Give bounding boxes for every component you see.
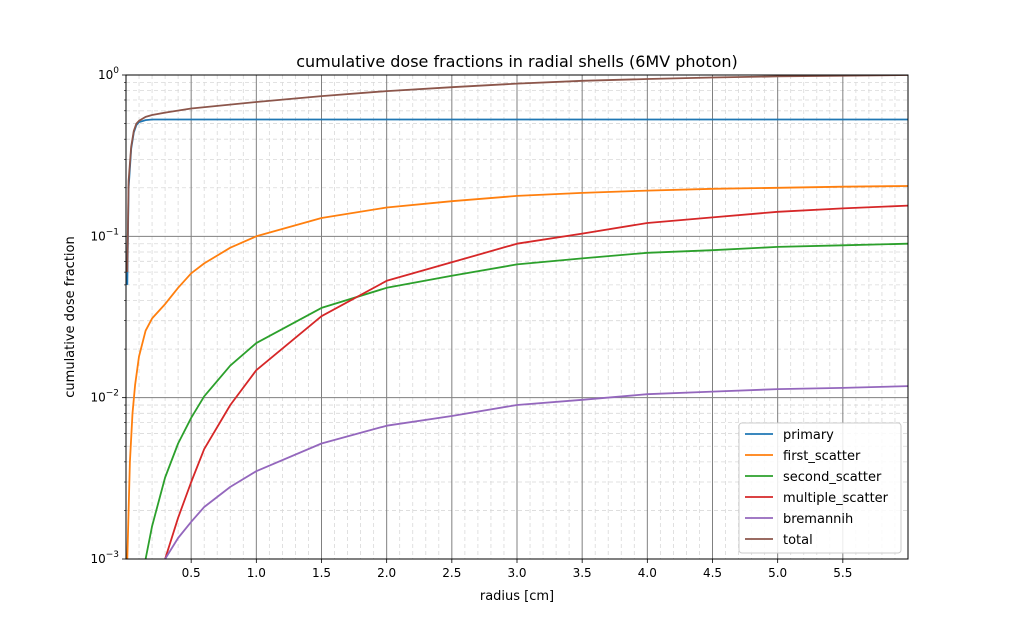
legend-label: bremannih [783, 512, 853, 527]
legend-label: multiple_scatter [783, 491, 889, 506]
y-tick-label: 10−3 [90, 550, 119, 566]
x-axis-label: radius [cm] [480, 589, 554, 604]
y-tick-label: 100 [98, 66, 119, 82]
x-tick-label: 2.0 [377, 566, 396, 580]
x-tick-label: 2.5 [442, 566, 461, 580]
legend: primary first_scatter second_scattermultip… [738, 422, 902, 554]
x-tick-label: 5.0 [768, 566, 787, 580]
x-tick-label: 4.0 [638, 566, 657, 580]
x-tick-label: 3.5 [573, 566, 592, 580]
legend-label: second_scatter [783, 470, 882, 485]
y-tick-label: 10−1 [90, 227, 119, 243]
legend-label: total [783, 533, 813, 548]
series-line-bremannih [164, 385, 908, 559]
x-tick-label: 1.5 [312, 566, 331, 580]
legend-label: primary [783, 428, 834, 443]
y-tick-label: 10−2 [90, 389, 119, 405]
x-tick-label: 0.5 [182, 566, 201, 580]
series-line-total [126, 75, 908, 273]
y-axis-label: cumulative dose fraction [63, 236, 78, 397]
series-layer [126, 75, 908, 559]
axis-ticks: 0.5 1.0 1.5 2.0 2.5 3.0 3.5 4.0 4.5 5.0 5.5 10−3 10−… [90, 66, 852, 580]
series-line-multiple-scatter [164, 204, 908, 559]
x-tick-label: 1.0 [247, 566, 266, 580]
legend-box [738, 422, 902, 554]
x-tick-label: 5.5 [833, 566, 852, 580]
series-line-first-scatter [126, 185, 908, 559]
x-tick-label: 4.5 [703, 566, 722, 580]
x-tick-label: 3.0 [507, 566, 526, 580]
chart-title: cumulative dose fractions in radial shel… [296, 52, 738, 71]
legend-label: first_scatter [783, 449, 861, 464]
